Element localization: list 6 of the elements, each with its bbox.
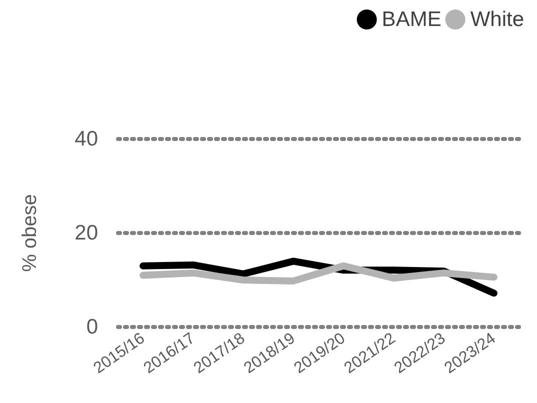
- legend-label: White: [470, 8, 524, 31]
- y-tick-label: 0: [86, 316, 98, 338]
- y-tick-label: 40: [74, 128, 98, 150]
- legend-label: BAME: [382, 8, 442, 31]
- y-tick-label: 20: [74, 222, 98, 244]
- y-axis-title: % obese: [19, 194, 41, 272]
